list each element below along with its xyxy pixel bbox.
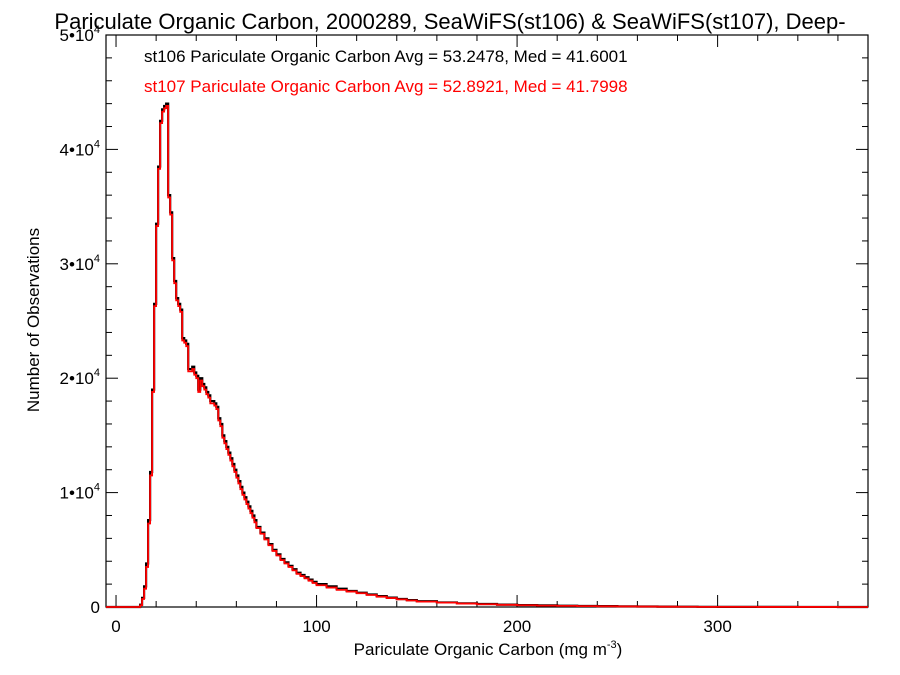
y-axis-label: Number of Observations — [24, 228, 43, 412]
y-tick-label-main: 2•10 — [60, 369, 94, 388]
y-tick-label-exponent: 4 — [94, 482, 100, 494]
x-axis-label-superscript: -3 — [607, 639, 617, 651]
y-tick-label: 5•104 — [60, 24, 100, 45]
y-tick-label-exponent: 4 — [94, 138, 100, 150]
y-tick-label: 2•104 — [60, 367, 100, 388]
y-tick-label: 4•104 — [60, 138, 100, 159]
x-tick-label: 100 — [302, 617, 330, 636]
y-tick-label-exponent: 4 — [94, 367, 100, 379]
series-line-st106 — [106, 102, 868, 609]
y-tick-label-exponent: 4 — [94, 24, 100, 36]
legend-entry-st107: st107 Pariculate Organic Carbon Avg = 52… — [144, 77, 628, 96]
plot-frame — [105, 34, 869, 608]
y-tick-label-main: 0 — [91, 598, 100, 617]
y-tick-label-main: 4•10 — [60, 140, 94, 159]
axis-ticks — [106, 34, 868, 608]
y-tick-label-main: 1•10 — [60, 484, 94, 503]
y-tick-label-main: 5•10 — [60, 26, 94, 45]
x-axis-label: Pariculate Organic Carbon (mg m-3) — [354, 639, 623, 659]
x-axis-label-main: Pariculate Organic Carbon (mg m — [354, 640, 607, 659]
y-tick-label: 3•104 — [60, 253, 100, 274]
series-layer — [106, 102, 868, 609]
y-tick-label-main: 3•10 — [60, 255, 94, 274]
x-axis-label-close: ) — [617, 640, 623, 659]
y-tick-label: 0 — [91, 598, 100, 617]
x-tick-label: 300 — [703, 617, 731, 636]
y-tick-label-exponent: 4 — [94, 253, 100, 265]
chart-title: Pariculate Organic Carbon, 2000289, SeaW… — [54, 9, 845, 34]
series-line-st107 — [106, 105, 868, 608]
x-tick-label: 200 — [503, 617, 531, 636]
x-tick-label: 0 — [111, 617, 120, 636]
legend-entry-st106: st106 Pariculate Organic Carbon Avg = 53… — [144, 47, 628, 66]
y-tick-label: 1•104 — [60, 482, 100, 503]
